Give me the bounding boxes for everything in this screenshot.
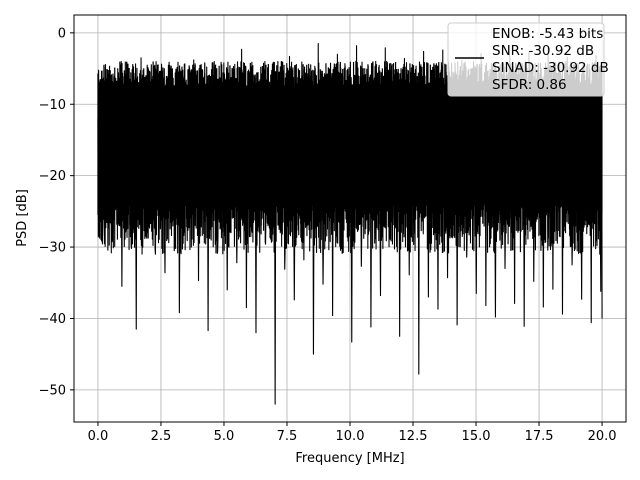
series-group: [97, 43, 603, 405]
x-tick-label: 20.0: [588, 429, 617, 444]
x-axis-label: Frequency [MHz]: [295, 451, 404, 466]
y-tick-label: 0: [58, 26, 66, 41]
legend-entry-enob: ENOB: -5.43 bits: [492, 26, 603, 42]
x-tick-label: 15.0: [462, 429, 491, 444]
y-tick-label: −30: [39, 241, 66, 256]
x-tick-label: 2.5: [151, 429, 172, 444]
series-density-band: [97, 61, 603, 233]
x-ticks: 0.0 2.5 5.0 7.5 10.0 12.5 15.0 17.5 20.0: [88, 422, 617, 444]
x-tick-label: 10.0: [336, 429, 365, 444]
x-tick-label: 17.5: [525, 429, 554, 444]
y-tick-label: −10: [39, 98, 66, 113]
legend-entry-snr: SNR: -30.92 dB: [492, 43, 594, 59]
y-tick-label: −50: [39, 383, 66, 398]
legend: ENOB: -5.43 bits SNR: -30.92 dB SINAD: -…: [447, 22, 609, 97]
y-axis-label: PSD [dB]: [15, 189, 30, 247]
y-tick-label: −20: [39, 169, 66, 184]
legend-entry-sfdr: SFDR: 0.86: [492, 77, 567, 93]
legend-entry-sinad: SINAD: -30.92 dB: [492, 60, 609, 76]
x-tick-label: 0.0: [88, 429, 109, 444]
y-tick-label: −40: [39, 312, 66, 327]
x-tick-label: 12.5: [399, 429, 428, 444]
x-tick-label: 7.5: [277, 429, 298, 444]
legend-box: [447, 22, 605, 97]
y-ticks: 0 −10 −20 −30 −40 −50: [39, 26, 74, 398]
x-tick-label: 5.0: [214, 429, 235, 444]
